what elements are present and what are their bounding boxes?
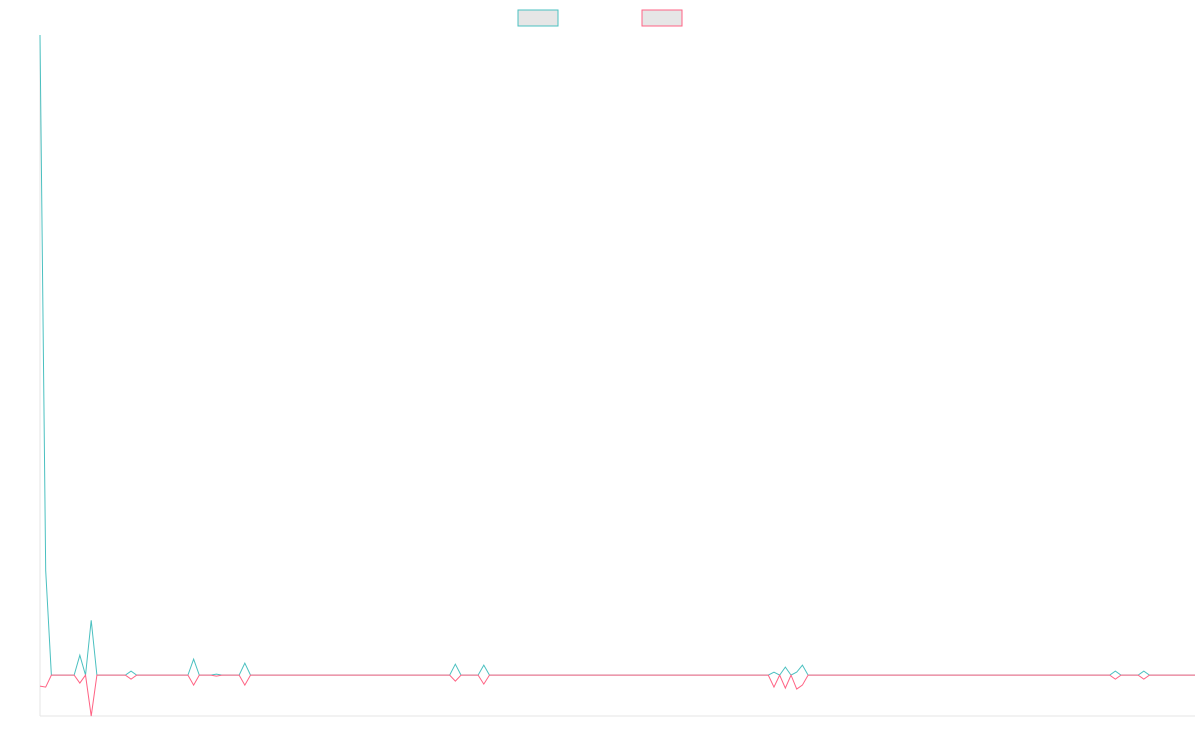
legend-swatch[interactable]: [517, 9, 559, 27]
legend-swatch[interactable]: [641, 9, 683, 27]
series-line: [39, 673, 1195, 717]
series-line: [39, 34, 1195, 676]
